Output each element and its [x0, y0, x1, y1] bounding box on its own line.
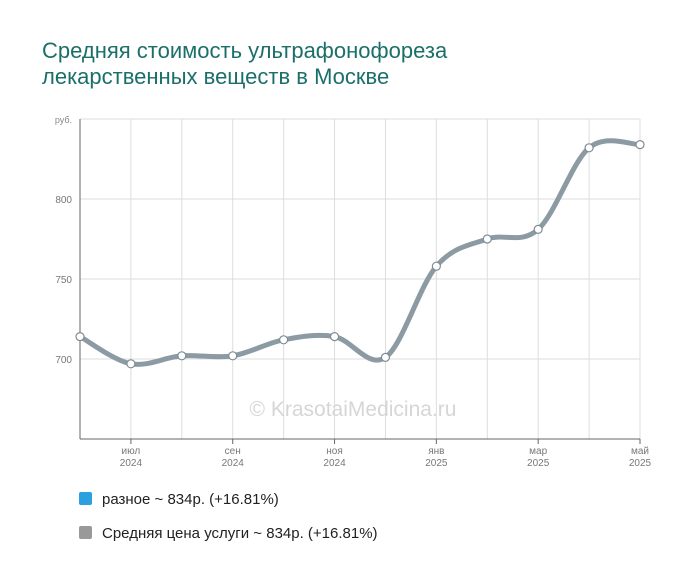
x-tick-label-month: май — [631, 446, 649, 457]
x-tick-label-month: сен — [225, 446, 241, 457]
data-point — [279, 335, 289, 345]
data-point — [533, 224, 543, 234]
series-line-avg-price — [77, 138, 643, 367]
legend-label-avg-price: Средняя цена услуги ~ 834р. (+16.81%) — [102, 525, 378, 542]
watermark: © KrasotaiMedicina.ru — [250, 398, 457, 421]
chart-title-line-2: лекарственных веществ в Москве — [42, 64, 390, 89]
x-tick-label-month: янв — [428, 446, 444, 457]
data-point — [380, 352, 391, 362]
legend-item-raznoe[interactable]: разное ~ 834р. (+16.81%) — [79, 491, 279, 509]
x-tick-label-month: мар — [529, 446, 547, 457]
y-unit-label: руб. — [55, 115, 72, 125]
data-point — [177, 351, 187, 361]
y-tick-label: 750 — [55, 275, 72, 286]
x-tick-label-year: 2024 — [120, 458, 143, 469]
data-point — [228, 351, 238, 361]
x-tick-label-year: 2025 — [527, 458, 550, 469]
data-point — [329, 332, 340, 342]
legend-item-avg-price[interactable]: Средняя цена услуги ~ 834р. (+16.81%) — [79, 525, 378, 543]
y-tick-label: 700 — [55, 355, 72, 366]
legend-label-raznoe: разное ~ 834р. (+16.81%) — [102, 491, 279, 508]
x-tick-label-month: ноя — [326, 446, 343, 457]
legend-swatch-raznoe — [79, 492, 92, 505]
x-tick-label-month: июл — [122, 446, 141, 457]
x-tick-label-year: 2025 — [629, 458, 652, 469]
data-point — [75, 332, 85, 342]
chart-title-line-1: Средняя стоимость ультрафонофореза — [42, 38, 448, 63]
data-point — [584, 143, 594, 153]
x-tick-label-year: 2025 — [425, 458, 448, 469]
chart-title: Средняя стоимость ультрафонофореза лекар… — [42, 38, 662, 90]
data-point — [482, 234, 492, 244]
data-point — [126, 359, 136, 369]
data-point — [635, 140, 645, 150]
x-tick-label-year: 2024 — [323, 458, 346, 469]
y-tick-label: 800 — [55, 195, 72, 206]
data-point — [431, 261, 441, 271]
legend-swatch-avg-price — [79, 526, 92, 539]
x-tick-label-year: 2024 — [222, 458, 245, 469]
